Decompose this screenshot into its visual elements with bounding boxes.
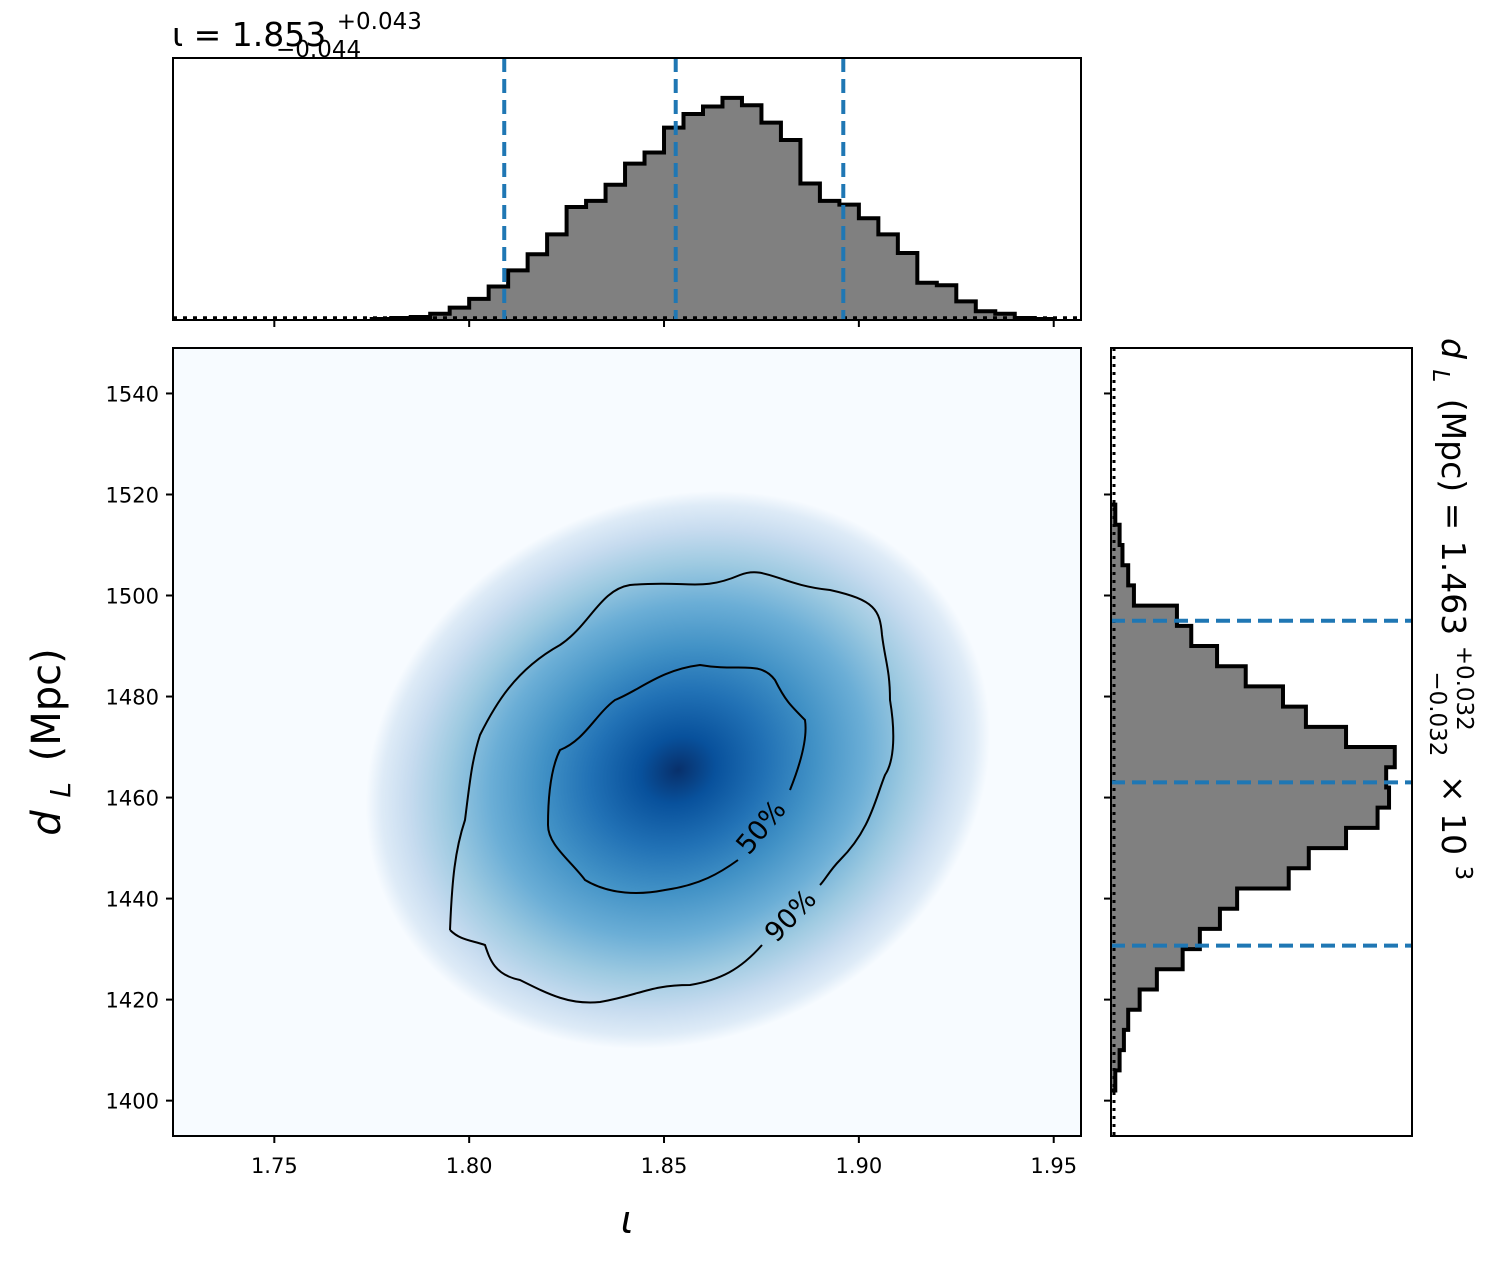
top-hist-bar: [917, 282, 938, 320]
right-panel-frame: [1110, 347, 1413, 1137]
joint-y-tick-label: 1400: [106, 1090, 159, 1114]
right-hist-bar: [1111, 969, 1157, 991]
joint-y-tick-label: 1520: [106, 483, 159, 507]
top-quantile-lines: [502, 58, 846, 320]
right-hist-bar: [1111, 585, 1134, 607]
title-dl-upper: +0.032: [1451, 646, 1477, 731]
joint-panel: 50% 90% 1.75 1.80 1.85 1.90 1.95 14001420144…: [24, 347, 1082, 1242]
right-hist-bar: [1111, 504, 1116, 526]
joint-y-tick-label: 1420: [106, 989, 159, 1013]
top-hist-bar: [819, 200, 840, 320]
top-hist-bar: [702, 106, 723, 320]
joint-x-tick-label: 1.80: [446, 1154, 493, 1178]
title-dl-value: (Mpc) = 1.463: [1434, 399, 1473, 635]
title-dl-exponent: 3: [1450, 866, 1476, 881]
joint-x-tick-label: 1.90: [835, 1154, 882, 1178]
top-hist-bar: [683, 113, 704, 320]
top-hist-bar: [644, 152, 665, 320]
top-hist-bar: [858, 218, 879, 320]
right-hist-bar: [1111, 666, 1246, 687]
top-panel-title: ι = 1.853 +0.043 −0.044: [172, 0, 432, 63]
title-iota-upper: +0.043: [337, 9, 422, 35]
right-hist-bar: [1111, 949, 1183, 970]
title-dl-lower: −0.032: [1424, 671, 1450, 756]
joint-panel-frame: [172, 347, 1082, 1137]
right-hist-bar: [1111, 807, 1378, 829]
joint-y-tick-label: 1440: [106, 888, 159, 912]
joint-y-tick-label: 1480: [106, 686, 159, 710]
contour-50: [546, 663, 807, 894]
joint-y-tick-label: 1540: [106, 382, 159, 406]
top-hist-bar: [625, 163, 646, 320]
top-hist-bar: [761, 122, 782, 320]
top-hist-bar: [780, 140, 801, 320]
right-hist-bar: [1111, 545, 1123, 566]
top-hist-bar: [800, 183, 821, 320]
right-hist-bar: [1111, 1070, 1116, 1092]
top-hist-bar: [605, 184, 626, 320]
top-hist-bar: [527, 254, 548, 320]
right-hist-bar: [1111, 605, 1177, 627]
right-marginal-panel: d L (Mpc) = 1.463 +0.032 −0.032 × 10 3: [1104, 338, 1488, 1137]
top-hist-bar: [586, 200, 607, 320]
title-dl-scale: × 10: [1434, 775, 1473, 855]
x-axis-label: ι: [621, 1198, 634, 1242]
joint-x-tick-label: 1.75: [251, 1154, 298, 1178]
y-axis-label-subscript: L: [44, 782, 77, 798]
right-hist-bar: [1111, 868, 1289, 889]
top-hist-bar: [430, 313, 451, 320]
right-quantile-lines: [1111, 618, 1412, 948]
joint-y-tick-label: 1460: [106, 787, 159, 811]
title-dl-subscript: L: [1427, 369, 1453, 382]
top-hist-bar: [566, 207, 587, 320]
right-hist-bar: [1111, 787, 1390, 809]
top-hist-bar: [469, 298, 490, 320]
top-hist-bar: [547, 234, 568, 320]
top-panel-frame: [172, 57, 1082, 321]
joint-x-tick-label: 1.85: [641, 1154, 688, 1178]
top-hist-bar: [956, 301, 977, 320]
joint-y-ticks: 1400 1420 1440 1460 1480 1500 1520 1540: [106, 382, 173, 1114]
top-hist-bar: [508, 270, 529, 320]
right-hist-bar: [1111, 827, 1347, 849]
top-hist-bar: [936, 285, 957, 320]
right-hist-bar: [1111, 686, 1283, 708]
title-dl-symbol: d: [1434, 338, 1473, 360]
y-axis-label-symbol: d: [24, 810, 70, 836]
y-axis-label-unit: (Mpc): [24, 648, 70, 761]
right-hist-bar: [1111, 524, 1120, 546]
right-histogram-outline: [1111, 502, 1397, 1093]
top-hist-bar: [722, 97, 743, 320]
right-hist-bar: [1111, 908, 1220, 930]
right-hist-bar: [1111, 747, 1395, 768]
y-axis-label: d L (Mpc): [24, 648, 80, 836]
density-heatmap: [365, 491, 991, 1049]
title-iota-value: ι = 1.853: [172, 15, 326, 54]
contour-90-lower: [449, 929, 763, 1004]
right-panel-title: d L (Mpc) = 1.463 +0.032 −0.032 × 10 3: [1422, 338, 1488, 880]
top-hist-bar: [975, 311, 996, 320]
top-hist-bar: [664, 127, 685, 320]
title-iota-lower: −0.044: [276, 37, 361, 63]
top-hist-bar: [741, 105, 762, 320]
right-y-ticks: [1104, 392, 1111, 1102]
right-hist-bar: [1111, 848, 1309, 869]
top-marginal-panel: ι = 1.853 +0.043 −0.044: [172, 0, 1082, 327]
joint-x-ticks: 1.75 1.80 1.85 1.90 1.95: [251, 1136, 1077, 1178]
right-hist-bar: [1111, 767, 1387, 788]
top-x-ticks: [273, 320, 1055, 327]
contour-90: [449, 571, 895, 931]
top-histogram-outline: [369, 95, 1056, 320]
right-hist-bar: [1111, 989, 1140, 1011]
right-hist-bar: [1111, 888, 1238, 910]
joint-y-tick-label: 1500: [106, 585, 159, 609]
top-hist-bar: [878, 234, 899, 320]
right-hist-bar: [1111, 625, 1192, 647]
right-hist-bar: [1111, 706, 1306, 728]
right-hist-bar: [1111, 726, 1347, 748]
right-hist-bar: [1111, 646, 1218, 667]
joint-x-tick-label: 1.95: [1030, 1154, 1077, 1178]
top-hist-bar: [897, 252, 918, 320]
